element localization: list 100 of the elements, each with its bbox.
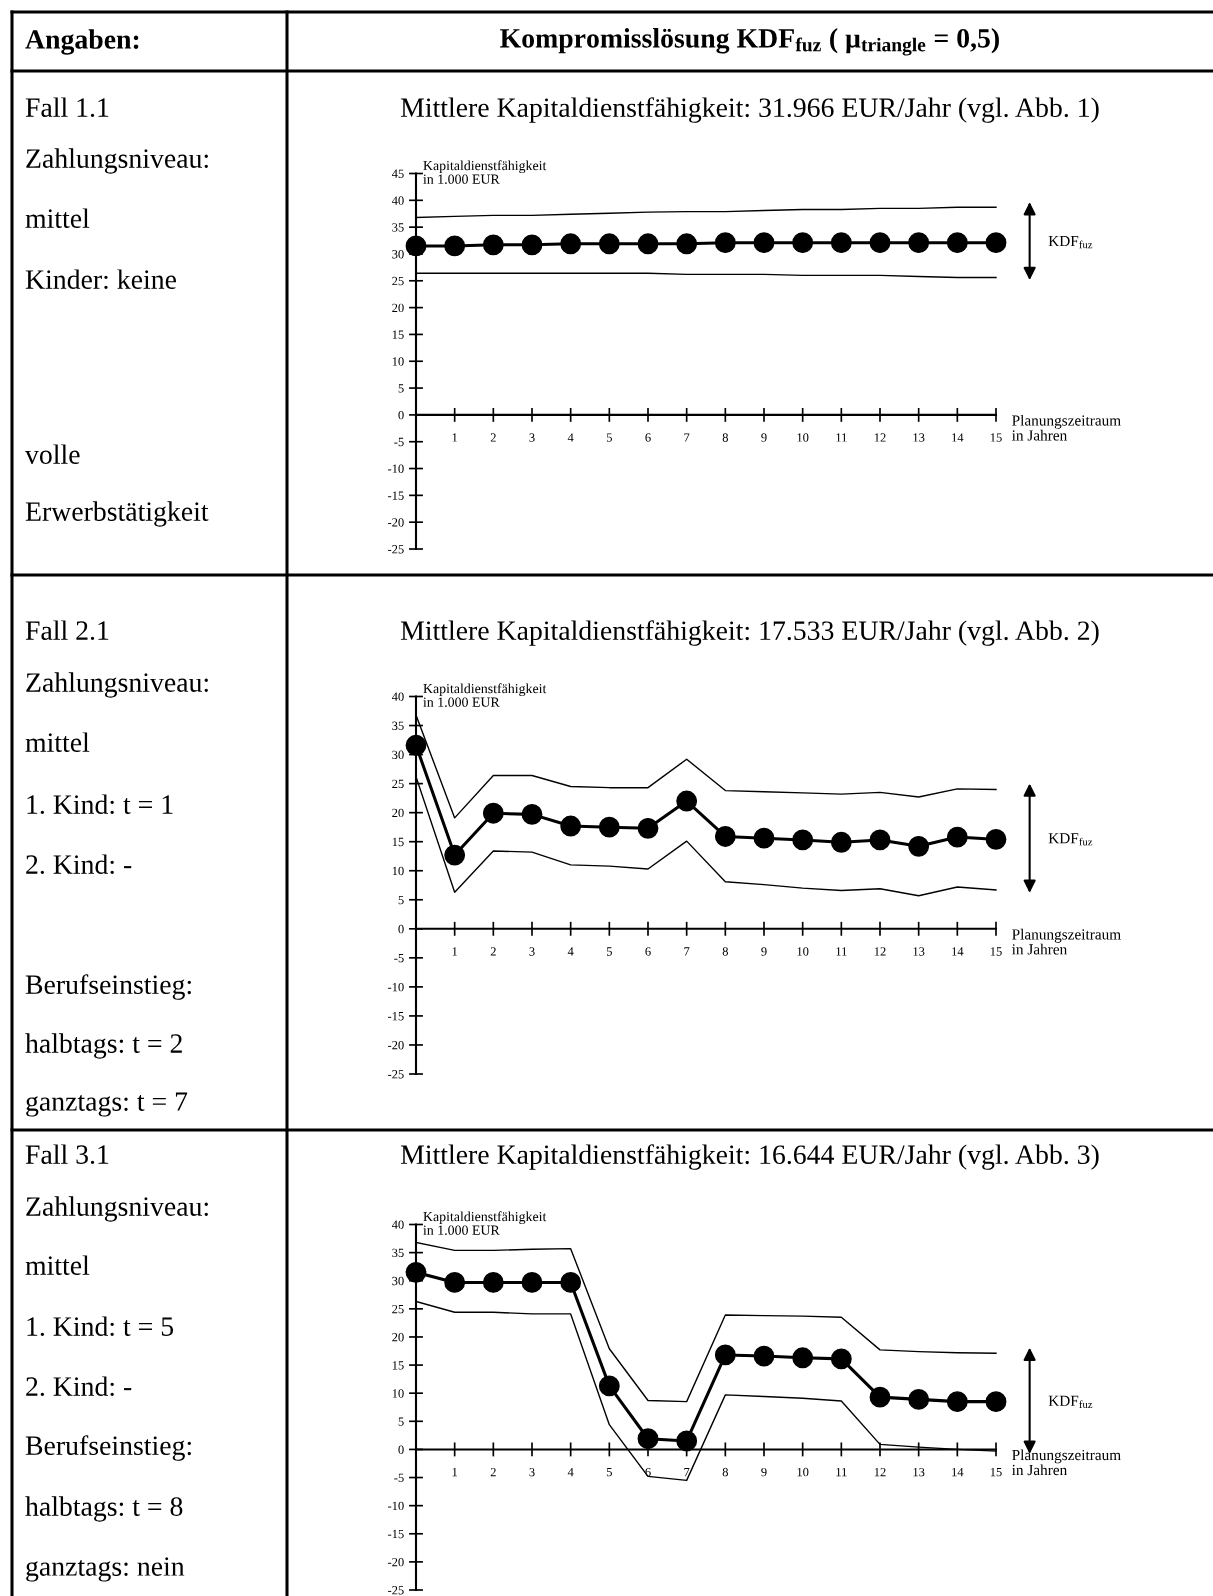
x-tick-label: 13 [913, 433, 925, 442]
y-tick-label: -5 [394, 954, 404, 963]
x-tick-label: 5 [606, 947, 612, 956]
x-tick-label: 1 [452, 433, 458, 442]
x-tick-label: 3 [529, 947, 535, 956]
y-tick-label: 25 [392, 1304, 404, 1314]
y-tick-label: -20 [388, 1557, 404, 1567]
chart-title: Kompromisslösung KDF$_{fuz}$ ( μ$_{triangle}$ = 0,5) [500, 28, 999, 56]
point [405, 1261, 427, 1283]
y-tick-label: 25 [392, 779, 404, 789]
x-tick-label: 2 [490, 1467, 496, 1477]
point [753, 1345, 775, 1367]
point [792, 829, 814, 851]
text: Erwerbstätigkeit [25, 501, 209, 527]
point [444, 1272, 466, 1293]
point [908, 835, 930, 857]
x-tick-label: 9 [761, 1467, 767, 1477]
y-tick-label: 0 [398, 410, 404, 420]
point [908, 1388, 930, 1410]
text: mittel [25, 208, 90, 228]
point [598, 1375, 620, 1397]
point [637, 817, 659, 839]
y-tick-label: 5 [398, 384, 404, 393]
y-tick-label: -10 [388, 464, 404, 473]
y-tick-label: 5 [398, 895, 404, 905]
x-tick-label: 7 [684, 433, 690, 442]
point [985, 1391, 1007, 1413]
text: mittel [25, 1255, 90, 1275]
x-tick-label: 8 [722, 433, 728, 442]
text: Zahlungsniveau: [26, 148, 208, 174]
y-tick-label: 35 [392, 223, 404, 232]
point [598, 816, 620, 838]
x-tick-label: 6 [645, 947, 651, 956]
y-tick-label: 20 [392, 808, 404, 818]
text: Berufseinstieg: [25, 974, 191, 1000]
text: Kinder: keine [25, 269, 176, 290]
text: Fall 1.1 [25, 97, 109, 118]
x-tick-label: 3 [529, 1467, 535, 1477]
y-tick-label: 45 [391, 169, 404, 178]
x-tick-label: 9 [761, 433, 767, 442]
point [714, 826, 736, 847]
point [985, 828, 1007, 850]
text: KDF$_{fuz}$ [1048, 236, 1093, 249]
point [405, 734, 427, 756]
y-tick-label: 40 [391, 196, 404, 205]
x-tick-label: 1 [452, 1467, 458, 1477]
x-tick-label: 14 [952, 1467, 964, 1477]
point [482, 802, 504, 824]
point [946, 826, 968, 848]
y-tick-label: 30 [392, 750, 404, 760]
y-tick-label: 15 [392, 837, 404, 847]
point [792, 1347, 814, 1369]
text: halbtags: t = 2 [25, 1033, 182, 1059]
y-tick-label: -15 [388, 1529, 404, 1539]
x-axis-title: Planungszeitraum in Jahren [1011, 414, 1121, 441]
text: 2. Kind: - [26, 1376, 132, 1397]
x-tick-label: 7 [684, 1467, 690, 1477]
x-tick-label: 10 [797, 433, 809, 442]
y-tick-label: -25 [388, 1070, 404, 1079]
x-tick-label: 9 [761, 947, 767, 956]
text: 1. Kind: t = 1 [27, 794, 173, 815]
point [560, 1272, 582, 1293]
point [444, 844, 466, 866]
x-tick-label: 10 [797, 947, 809, 956]
x-tick-label: 15 [990, 1467, 1002, 1477]
x-tick-label: 2 [490, 433, 496, 442]
text: Fall 2.1 [25, 620, 109, 641]
y-axis-title: Kapitaldienstfähigkeit in 1.000 EUR [423, 683, 547, 707]
y-tick-label: 15 [392, 1361, 404, 1370]
y-tick-label: 10 [392, 357, 404, 366]
point [830, 1348, 852, 1370]
x-tick-label: 4 [567, 433, 574, 442]
y-tick-label: 30 [392, 1276, 404, 1286]
x-tick-label: 13 [913, 947, 925, 956]
text: Zahlungsniveau: [26, 1196, 208, 1222]
point [521, 803, 543, 825]
point [521, 1272, 543, 1293]
y-tick-label: 35 [392, 721, 404, 730]
y-tick-label: 20 [392, 1332, 404, 1342]
chart-title: Mittlere Kapitaldienstfähigkeit: 16.644 EUR/Jahr (vgl. Abb. 3) [400, 1144, 1099, 1170]
y-tick-label: -5 [394, 1473, 404, 1482]
point [676, 1430, 698, 1452]
x-tick-label: 5 [606, 1467, 612, 1477]
point [560, 815, 582, 837]
text: halbtags: t = 8 [25, 1496, 183, 1522]
x-tick-label: 14 [952, 947, 964, 956]
text: volle [25, 444, 80, 464]
text: ganztags: nein [26, 1557, 185, 1582]
y-tick-label: 25 [392, 276, 404, 286]
y-axis-title: Kapitaldienstfähigkeit in 1.000 EUR [423, 160, 547, 184]
x-axis-title: Planungszeitraum in Jahren [1011, 1449, 1121, 1476]
x-tick-label: 8 [722, 947, 728, 956]
x-tick-label: 2 [490, 947, 496, 956]
x-tick-label: 11 [836, 1467, 847, 1477]
y-tick-label: -25 [388, 1586, 404, 1595]
x-tick-label: 12 [874, 1467, 886, 1477]
x-tick-label: 6 [645, 433, 651, 442]
x-tick-label: 1 [452, 947, 458, 956]
text: Fall 3.1 [25, 1144, 109, 1165]
x-tick-label: 7 [684, 947, 690, 956]
